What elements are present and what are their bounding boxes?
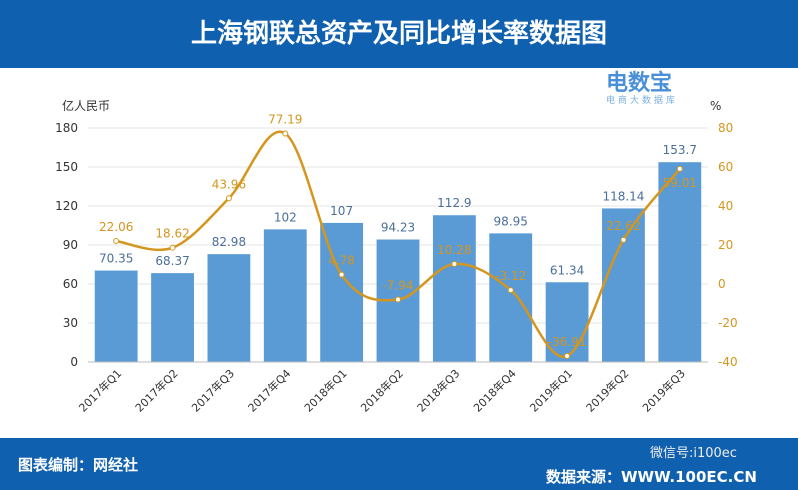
growth-data-label: -36.91: [548, 335, 587, 349]
growth-data-label: -3.12: [495, 269, 526, 283]
x-tick-label: 2019年Q3: [639, 366, 688, 415]
bar-data-label: 107: [330, 204, 353, 218]
growth-point: [338, 271, 345, 278]
bar: [151, 273, 194, 362]
growth-data-label: 10.28: [437, 243, 471, 257]
chart-title: 上海钢联总资产及同比增长率数据图: [0, 0, 798, 68]
growth-point: [225, 195, 232, 202]
x-tick-label: 2018年Q3: [414, 366, 463, 415]
bar: [545, 282, 589, 362]
growth-data-label: 22.62: [606, 219, 640, 233]
bar-data-label: 118.14: [602, 189, 644, 203]
growth-data-label: -7.94: [382, 278, 413, 292]
bar: [432, 215, 476, 362]
growth-data-label: 4.78: [328, 254, 355, 268]
bar: [602, 208, 645, 362]
bar: [94, 270, 138, 362]
y-tick-label: 180: [55, 121, 78, 135]
bar-data-label: 94.23: [381, 221, 415, 235]
growth-point: [507, 287, 514, 294]
y-tick-label: 30: [63, 316, 78, 330]
y2-tick-label: 40: [718, 199, 733, 213]
bar-data-label: 102: [274, 210, 297, 224]
growth-point: [620, 236, 627, 243]
bar: [320, 222, 364, 362]
bar-data-label: 153.7: [663, 143, 697, 157]
x-tick-label: 2019年Q2: [583, 366, 632, 415]
bar: [207, 254, 251, 362]
x-tick-label: 2019年Q1: [527, 366, 576, 415]
y2-tick-label: 20: [718, 238, 733, 252]
bar-data-label: 70.35: [99, 252, 133, 266]
bar: [489, 233, 533, 362]
bar-data-label: 82.98: [212, 235, 246, 249]
footer: 图表编制：网经社 数据来源：WWW.100EC.CN 微信号:i100ec: [0, 438, 798, 490]
x-tick-label: 2017年Q4: [245, 366, 294, 415]
logo-subtitle: 电商大数据库: [606, 96, 679, 106]
y-tick-label: 120: [55, 199, 78, 213]
growth-data-label: 18.62: [155, 227, 189, 241]
growth-data-label: 59.01: [663, 176, 697, 190]
x-tick-label: 2018年Q1: [301, 366, 350, 415]
y-tick-label: 90: [63, 238, 78, 252]
y2-tick-label: 80: [718, 121, 733, 135]
growth-point: [169, 244, 176, 251]
bar: [263, 229, 307, 362]
watermark: 微信号:i100ec: [650, 446, 737, 461]
growth-data-label: 22.06: [99, 220, 133, 234]
growth-point: [113, 237, 120, 244]
x-tick-label: 2017年Q2: [132, 366, 181, 415]
chart: 0 30 60 90 120 150 180 -40 -20 0 20 40 60 80 亿人民币 % 70.3…: [55, 98, 738, 415]
bar-data-label: 61.34: [550, 263, 584, 277]
growth-point: [676, 165, 683, 172]
footer-source: 数据来源：WWW.100EC.CN: [546, 468, 757, 486]
growth-data-label: 77.19: [268, 112, 302, 126]
y-axis-label: 亿人民币: [62, 98, 110, 113]
growth-point: [564, 352, 571, 359]
footer-credit: 图表编制：网经社: [18, 456, 139, 474]
x-tick-label: 2017年Q1: [76, 366, 125, 415]
x-tick-label: 2018年Q4: [470, 366, 519, 415]
y2-tick-label: -40: [718, 355, 738, 369]
y2-tick-label: 60: [718, 160, 733, 174]
growth-data-label: 43.96: [212, 177, 246, 191]
y-tick-label: 0: [70, 355, 78, 369]
logo: 电数宝 电商大数据库: [606, 72, 678, 107]
x-tick-label: 2017年Q3: [188, 366, 237, 415]
bar-data-label: 112.9: [437, 196, 471, 210]
bar-data-label: 98.95: [494, 214, 528, 228]
y2-tick-label: -20: [718, 316, 738, 330]
growth-point: [451, 260, 458, 267]
y-tick-label: 60: [63, 277, 78, 291]
y2-axis-label: %: [710, 99, 721, 113]
bar-data-label: 68.37: [155, 254, 189, 268]
growth-point: [395, 296, 401, 303]
logo-name: 电数宝: [606, 71, 673, 96]
y-tick-label: 150: [55, 160, 78, 174]
growth-point: [282, 130, 289, 137]
y2-tick-label: 0: [718, 277, 726, 291]
x-tick-label: 2018年Q2: [358, 366, 407, 415]
bar: [658, 162, 702, 362]
